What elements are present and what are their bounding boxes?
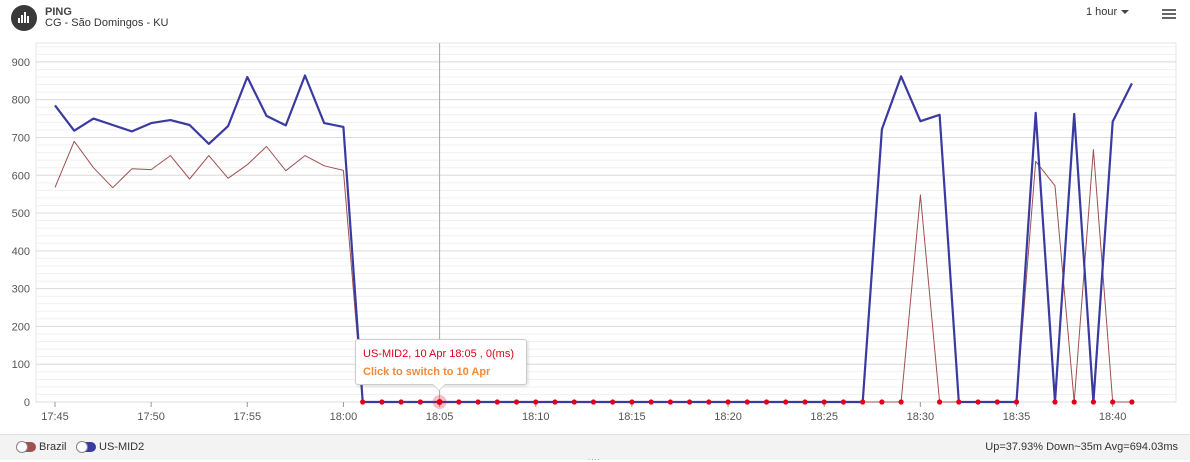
zero-marker [475,399,481,405]
y-tick-label: 600 [12,170,30,182]
zero-marker [571,399,577,405]
y-tick-label: 400 [12,246,30,258]
zero-marker [1052,399,1058,405]
legend-toggle-us-mid2[interactable] [76,441,96,454]
x-tick-label: 18:15 [618,411,646,423]
zero-marker [398,399,404,405]
x-tick-label: 18:25 [810,411,838,423]
zero-marker [686,399,693,405]
zero-marker [879,399,885,405]
zero-marker [629,399,635,405]
highlight-point [436,399,443,405]
zero-marker [1129,399,1135,405]
legend-label-brazil: Brazil [39,441,67,453]
zero-marker [533,399,539,405]
zero-marker [360,399,366,405]
legend-item-us-mid2[interactable]: US-MID2 [76,441,145,454]
zero-marker [860,399,866,405]
x-tick-label: 18:30 [907,411,935,423]
x-tick-label: 17:45 [41,411,69,423]
chart-tooltip: US-MID2, 10 Apr 18:05 , 0(ms) Click to s… [355,339,527,391]
y-tick-label: 700 [12,132,30,144]
y-tick-label: 800 [12,95,30,107]
y-tick-label: 300 [12,284,30,296]
y-tick-label: 0 [24,397,30,409]
x-tick-label: 18:35 [1003,411,1031,423]
time-range-dropdown[interactable]: 1 hour [1086,6,1130,18]
plot-area [35,42,1177,403]
zero-marker [417,399,423,405]
zero-marker [610,399,616,405]
zero-marker [1071,399,1077,405]
zero-marker [956,399,962,405]
chart-subtitle: CG - São Domingos - KU [45,17,169,29]
chevron-down-icon [1121,10,1130,15]
zero-marker [802,399,808,405]
zero-marker [1090,399,1097,405]
time-range-label: 1 hour [1086,6,1118,18]
y-tick-label: 200 [12,321,30,333]
tooltip-switch-link[interactable]: Click to switch to 10 Apr [363,366,491,378]
chart-footer: Brazil US-MID2 .... Up=37.93% Down~35m A… [0,434,1190,462]
zero-marker [725,399,731,405]
y-tick-label: 100 [12,359,30,371]
tooltip-value-text: US-MID2, 10 Apr 18:05 , 0(ms) [363,348,514,360]
hamburger-menu-icon[interactable] [1162,9,1176,19]
resize-grip[interactable]: .... [588,453,601,462]
y-tick-label: 900 [12,57,30,69]
zero-marker [821,399,827,405]
zero-marker [975,399,981,405]
ping-line-chart: 0 100 200 300 400 500 600 700 800 900 17:45 17:50 17… [12,42,1177,423]
zero-marker [456,399,462,405]
zero-marker [763,399,770,405]
zero-marker [994,399,1000,405]
zero-marker [667,399,673,405]
zero-marker [840,399,847,405]
chart-title: PING [45,6,72,18]
x-tick-label: 17:50 [137,411,165,423]
zero-marker [590,399,597,405]
zero-marker [898,399,904,405]
bar-chart-icon [11,5,37,31]
x-tick-label: 18:10 [522,411,550,423]
zero-marker [494,399,500,405]
zero-marker [936,399,943,405]
zero-marker [744,399,750,405]
x-tick-label: 18:40 [1099,411,1127,423]
zero-marker [1110,399,1116,405]
x-tick-label: 18:05 [426,411,454,423]
x-tick-label: 17:55 [234,411,262,423]
zero-marker [513,399,520,405]
x-tick-label: 18:00 [330,411,358,423]
zero-marker [706,399,712,405]
x-tick-label: 18:20 [714,411,742,423]
zero-marker [1013,399,1020,405]
y-tick-label: 500 [12,208,30,220]
zero-marker [648,399,654,405]
zero-marker [783,399,789,405]
chart-header: PING CG - São Domingos - KU 1 hour [0,0,1190,40]
zero-marker [552,399,558,405]
legend-toggle-brazil[interactable] [16,441,36,454]
zero-marker [379,399,385,405]
legend-item-brazil[interactable]: Brazil [16,441,67,454]
uptime-stats: Up=37.93% Down~35m Avg=694.03ms [985,441,1178,453]
legend-label-us-mid2: US-MID2 [99,441,145,453]
